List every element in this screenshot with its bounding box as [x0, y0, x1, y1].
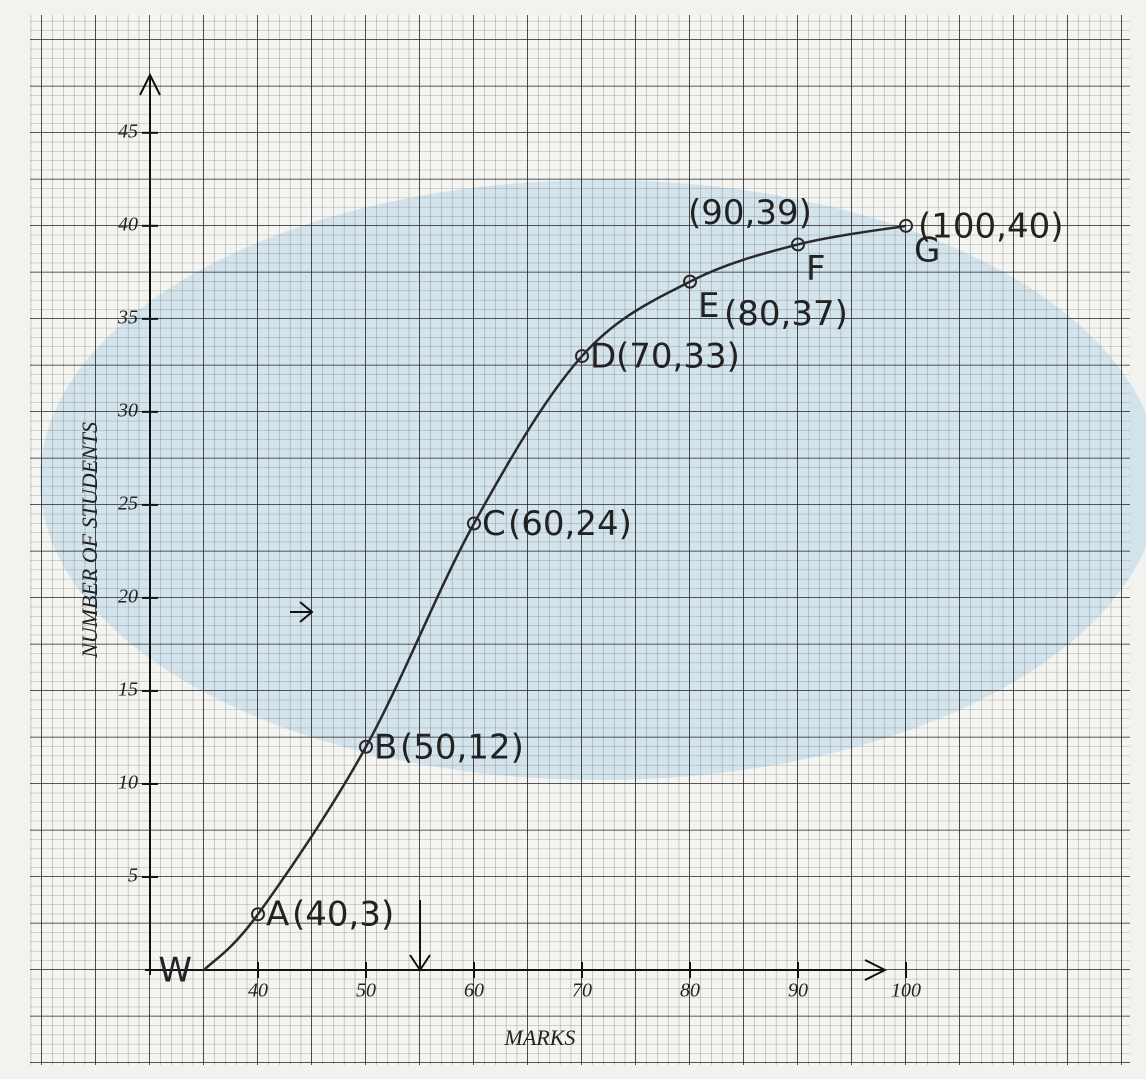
x-tick-label: 100: [891, 980, 921, 1002]
y-tick-label: 45: [118, 120, 138, 142]
y-tick-label: 10: [118, 772, 138, 794]
point-label: (60,24): [508, 504, 632, 544]
y-tick-label: 5: [128, 865, 138, 887]
point-name: A: [266, 895, 289, 935]
y-tick-label: 30: [117, 399, 138, 421]
x-tick-label: 40: [248, 980, 268, 1002]
y-tick-label: 25: [118, 492, 138, 514]
x-tick-label: 60: [464, 980, 484, 1002]
point-label: (70,33): [616, 337, 740, 377]
x-tick-label: 50: [356, 980, 376, 1002]
x-axis-label: MARKS: [504, 1025, 576, 1050]
point-name: D: [590, 337, 616, 377]
point-name: E: [698, 286, 719, 326]
point-label: (50,12): [400, 727, 524, 767]
y-tick-label: 40: [118, 213, 138, 235]
y-axis-label: NUMBER OF STUDENTS: [77, 422, 102, 659]
point-name: B: [374, 727, 397, 767]
chart: MARKS NUMBER OF STUDENTS 40 50 60 70 80 90 100…: [0, 0, 1146, 1079]
photo: MARKS NUMBER OF STUDENTS 40 50 60 70 80 90 100…: [0, 0, 1146, 1079]
point-label: (100,40): [918, 206, 1064, 246]
y-tick-label: 15: [118, 679, 138, 701]
point-label: (40,3): [292, 895, 394, 935]
x-tick-label: 70: [572, 980, 592, 1002]
x-tick-label: 80: [680, 980, 700, 1002]
y-tick-label: 35: [117, 306, 138, 328]
x-tick-label: 90: [788, 980, 808, 1002]
y-tick-label: 20: [118, 586, 138, 608]
point-name: F: [806, 249, 826, 289]
point-label: (80,37): [724, 294, 848, 334]
point-name: C: [482, 504, 506, 544]
point-label: (90,39): [688, 193, 812, 233]
point-name: W: [158, 951, 192, 991]
